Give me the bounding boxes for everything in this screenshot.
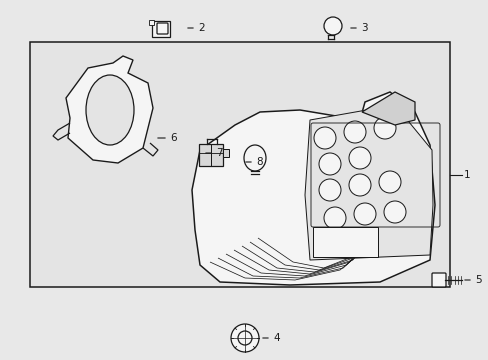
FancyBboxPatch shape xyxy=(312,227,377,257)
Circle shape xyxy=(238,331,251,345)
Ellipse shape xyxy=(244,145,265,171)
Circle shape xyxy=(348,174,370,196)
FancyBboxPatch shape xyxy=(149,20,154,25)
Circle shape xyxy=(373,117,395,139)
Text: 7: 7 xyxy=(216,148,222,158)
Circle shape xyxy=(378,171,400,193)
FancyBboxPatch shape xyxy=(223,149,228,157)
FancyBboxPatch shape xyxy=(199,144,223,166)
Circle shape xyxy=(343,121,365,143)
Circle shape xyxy=(318,153,340,175)
PathPatch shape xyxy=(192,92,434,285)
FancyBboxPatch shape xyxy=(30,42,449,287)
Text: 1: 1 xyxy=(463,170,469,180)
FancyBboxPatch shape xyxy=(431,273,445,287)
Text: 4: 4 xyxy=(272,333,279,343)
PathPatch shape xyxy=(305,105,432,260)
Text: 6: 6 xyxy=(170,133,176,143)
Circle shape xyxy=(324,17,341,35)
FancyBboxPatch shape xyxy=(157,23,168,34)
Circle shape xyxy=(348,147,370,169)
FancyBboxPatch shape xyxy=(152,21,170,37)
Text: 5: 5 xyxy=(474,275,481,285)
Circle shape xyxy=(318,179,340,201)
PathPatch shape xyxy=(361,92,414,125)
Text: 2: 2 xyxy=(198,23,204,33)
Text: 8: 8 xyxy=(256,157,262,167)
Circle shape xyxy=(383,201,405,223)
Circle shape xyxy=(324,207,346,229)
Circle shape xyxy=(230,324,259,352)
Ellipse shape xyxy=(86,75,134,145)
Circle shape xyxy=(313,127,335,149)
PathPatch shape xyxy=(66,56,153,163)
Circle shape xyxy=(353,203,375,225)
Text: 3: 3 xyxy=(360,23,367,33)
